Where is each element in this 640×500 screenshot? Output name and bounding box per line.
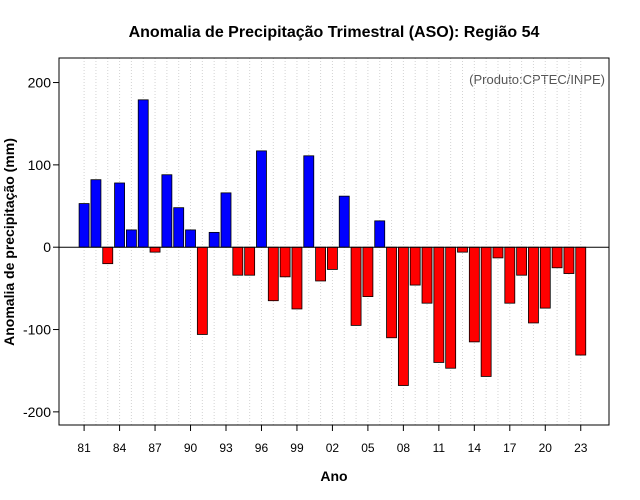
- bar-2006: [374, 220, 386, 248]
- bar-2007: [386, 246, 397, 339]
- bar-1992: [208, 231, 220, 248]
- bar-1990: [185, 229, 196, 248]
- x-tick-label: 08: [397, 441, 411, 455]
- x-axis-title: Ano: [320, 468, 347, 484]
- y-tick-label: -200: [23, 404, 51, 420]
- y-tick-label: 0: [43, 239, 51, 255]
- credit-label: (Produto:CPTEC/INPE): [469, 72, 605, 87]
- bar-1981: [78, 203, 90, 248]
- bar-1993: [220, 192, 232, 248]
- bar-2008: [397, 246, 409, 386]
- y-tick-label: 100: [28, 157, 52, 173]
- bar-2015: [480, 246, 492, 377]
- x-tick-label: 23: [574, 441, 588, 455]
- x-tick-label: 05: [361, 441, 375, 455]
- bar-1995: [244, 246, 256, 276]
- y-tick-label: -100: [23, 322, 51, 338]
- bars: [78, 99, 587, 386]
- bar-2010: [421, 246, 433, 304]
- bar-2020: [539, 246, 551, 309]
- x-tick-label: 87: [148, 441, 162, 455]
- bar-2023: [575, 246, 587, 356]
- x-tick-label: 96: [255, 441, 269, 455]
- x-tick-label: 93: [219, 441, 233, 455]
- bar-2019: [528, 246, 539, 324]
- bar-2022: [563, 246, 575, 274]
- bar-2002: [327, 246, 338, 270]
- x-tick-label: 99: [290, 441, 304, 455]
- bar-1987: [149, 246, 161, 253]
- bar-1997: [267, 246, 279, 302]
- x-tick-label: 90: [184, 441, 198, 455]
- bar-2011: [433, 246, 445, 363]
- bar-1998: [279, 246, 291, 278]
- x-tick-label: 81: [77, 441, 91, 455]
- bar-1982: [90, 179, 102, 248]
- bar-1983: [102, 246, 114, 265]
- y-tick-label: 200: [28, 75, 52, 91]
- bar-1986: [137, 99, 149, 248]
- axes: -200 -100 0 100 200 81 84 87 90 93 96 99 02 05 08 11 14 1…: [23, 75, 609, 455]
- bar-2005: [362, 246, 374, 297]
- x-tick-label: 17: [503, 441, 517, 455]
- bar-1985: [126, 229, 137, 248]
- bar-2012: [445, 246, 457, 369]
- bar-2001: [315, 246, 327, 282]
- x-tick-label: 14: [468, 441, 482, 455]
- bar-2021: [551, 246, 563, 269]
- bar-2014: [468, 246, 480, 343]
- x-tick-label: 84: [113, 441, 127, 455]
- bar-2004: [350, 246, 362, 326]
- plot-frame: [58, 57, 610, 426]
- grid-lines: [83, 58, 582, 425]
- bar-1988: [161, 174, 173, 248]
- bar-2000: [303, 155, 315, 248]
- bar-1999: [291, 246, 303, 310]
- chart-title: Anomalia de Precipitação Trimestral (ASO…: [129, 24, 540, 41]
- bar-2009: [409, 246, 421, 286]
- bar-2018: [516, 246, 528, 276]
- bar-2003: [338, 195, 350, 248]
- bar-1989: [173, 207, 185, 248]
- bar-1994: [232, 246, 244, 276]
- y-axis-title: Anomalia de precipitação (mm): [1, 138, 17, 346]
- bar-1984: [114, 182, 125, 248]
- x-tick-label: 02: [326, 441, 340, 455]
- bar-2016: [492, 246, 504, 259]
- x-tick-label: 20: [539, 441, 553, 455]
- bar-2013: [457, 246, 468, 253]
- x-tick-label: 11: [433, 441, 446, 455]
- bar-1996: [256, 150, 267, 248]
- bar-2017: [504, 246, 516, 304]
- bar-1991: [196, 246, 208, 335]
